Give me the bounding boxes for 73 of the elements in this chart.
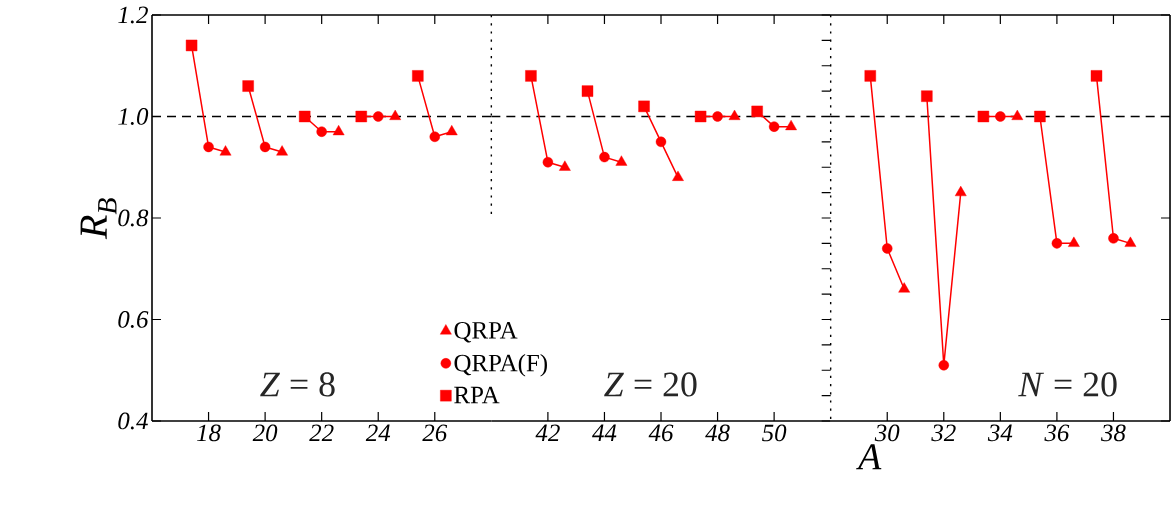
point (242, 80, 254, 92)
x-tick-label: 50 (762, 424, 787, 442)
point (559, 160, 571, 171)
point (316, 126, 327, 137)
point (1011, 109, 1024, 120)
annotation: Z = 8 (260, 372, 335, 397)
annotation: N = 20 (1018, 372, 1117, 397)
y-tick-label: 1.0 (118, 108, 149, 125)
point (995, 111, 1006, 122)
point (954, 185, 967, 197)
legend-label: QRPA(F) (454, 353, 547, 377)
point (412, 70, 424, 82)
point (299, 110, 311, 123)
point (203, 141, 214, 153)
point (445, 125, 458, 136)
x-tick-label: 34 (987, 424, 1013, 442)
point (785, 119, 797, 131)
point (751, 105, 763, 118)
point (938, 359, 949, 371)
x-tick-label: 26 (422, 424, 448, 442)
point (638, 100, 650, 113)
annotation: Z = 20 (604, 372, 697, 397)
point (1124, 236, 1137, 247)
x-tick-label: 46 (648, 424, 674, 442)
point (672, 170, 684, 181)
point (768, 121, 780, 132)
point (728, 109, 741, 120)
x-tick-label: 24 (365, 424, 391, 442)
point (525, 70, 537, 82)
point (599, 151, 610, 163)
point (185, 39, 198, 52)
legend-label: RPA (454, 386, 500, 404)
point (977, 110, 990, 123)
x-tick-label: 20 (252, 424, 278, 442)
point (1068, 236, 1080, 247)
x-tick-label: 30 (874, 424, 900, 442)
point (655, 136, 667, 148)
point (276, 145, 288, 156)
point (389, 109, 402, 120)
x-tick-label: 42 (535, 424, 560, 442)
point (898, 282, 911, 293)
point (615, 155, 628, 166)
point (581, 85, 594, 97)
x-tick-label: 38 (1100, 424, 1126, 442)
x-tick-label: 22 (309, 424, 334, 442)
point (429, 131, 440, 142)
y-axis-title: R$_{B}$ (80, 198, 117, 240)
point (219, 145, 232, 156)
point (882, 243, 893, 254)
point (1051, 238, 1063, 249)
x-tick-label: 36 (1044, 424, 1070, 442)
x-tick-label: 48 (705, 424, 730, 442)
x-tick-label: 44 (592, 424, 617, 441)
point (1108, 233, 1119, 244)
point (864, 70, 876, 82)
point (259, 141, 271, 153)
x-tick-label: 32 (931, 424, 956, 442)
y-tick-label: 0.4 (118, 412, 148, 430)
point (542, 156, 554, 168)
legend-label: QRPA (454, 321, 518, 343)
point (373, 111, 384, 122)
point (355, 110, 367, 123)
point (332, 125, 345, 136)
x-tick-label: 18 (196, 424, 221, 442)
point (1090, 70, 1103, 82)
point (694, 110, 707, 123)
point (921, 90, 933, 102)
point (712, 111, 723, 122)
y-tick-label: 0.8 (118, 209, 149, 227)
y-tick-label: 1.2 (118, 6, 148, 24)
point (1034, 110, 1046, 123)
y-tick-label: 0.6 (118, 311, 149, 328)
x-axis-title: A (856, 444, 882, 470)
